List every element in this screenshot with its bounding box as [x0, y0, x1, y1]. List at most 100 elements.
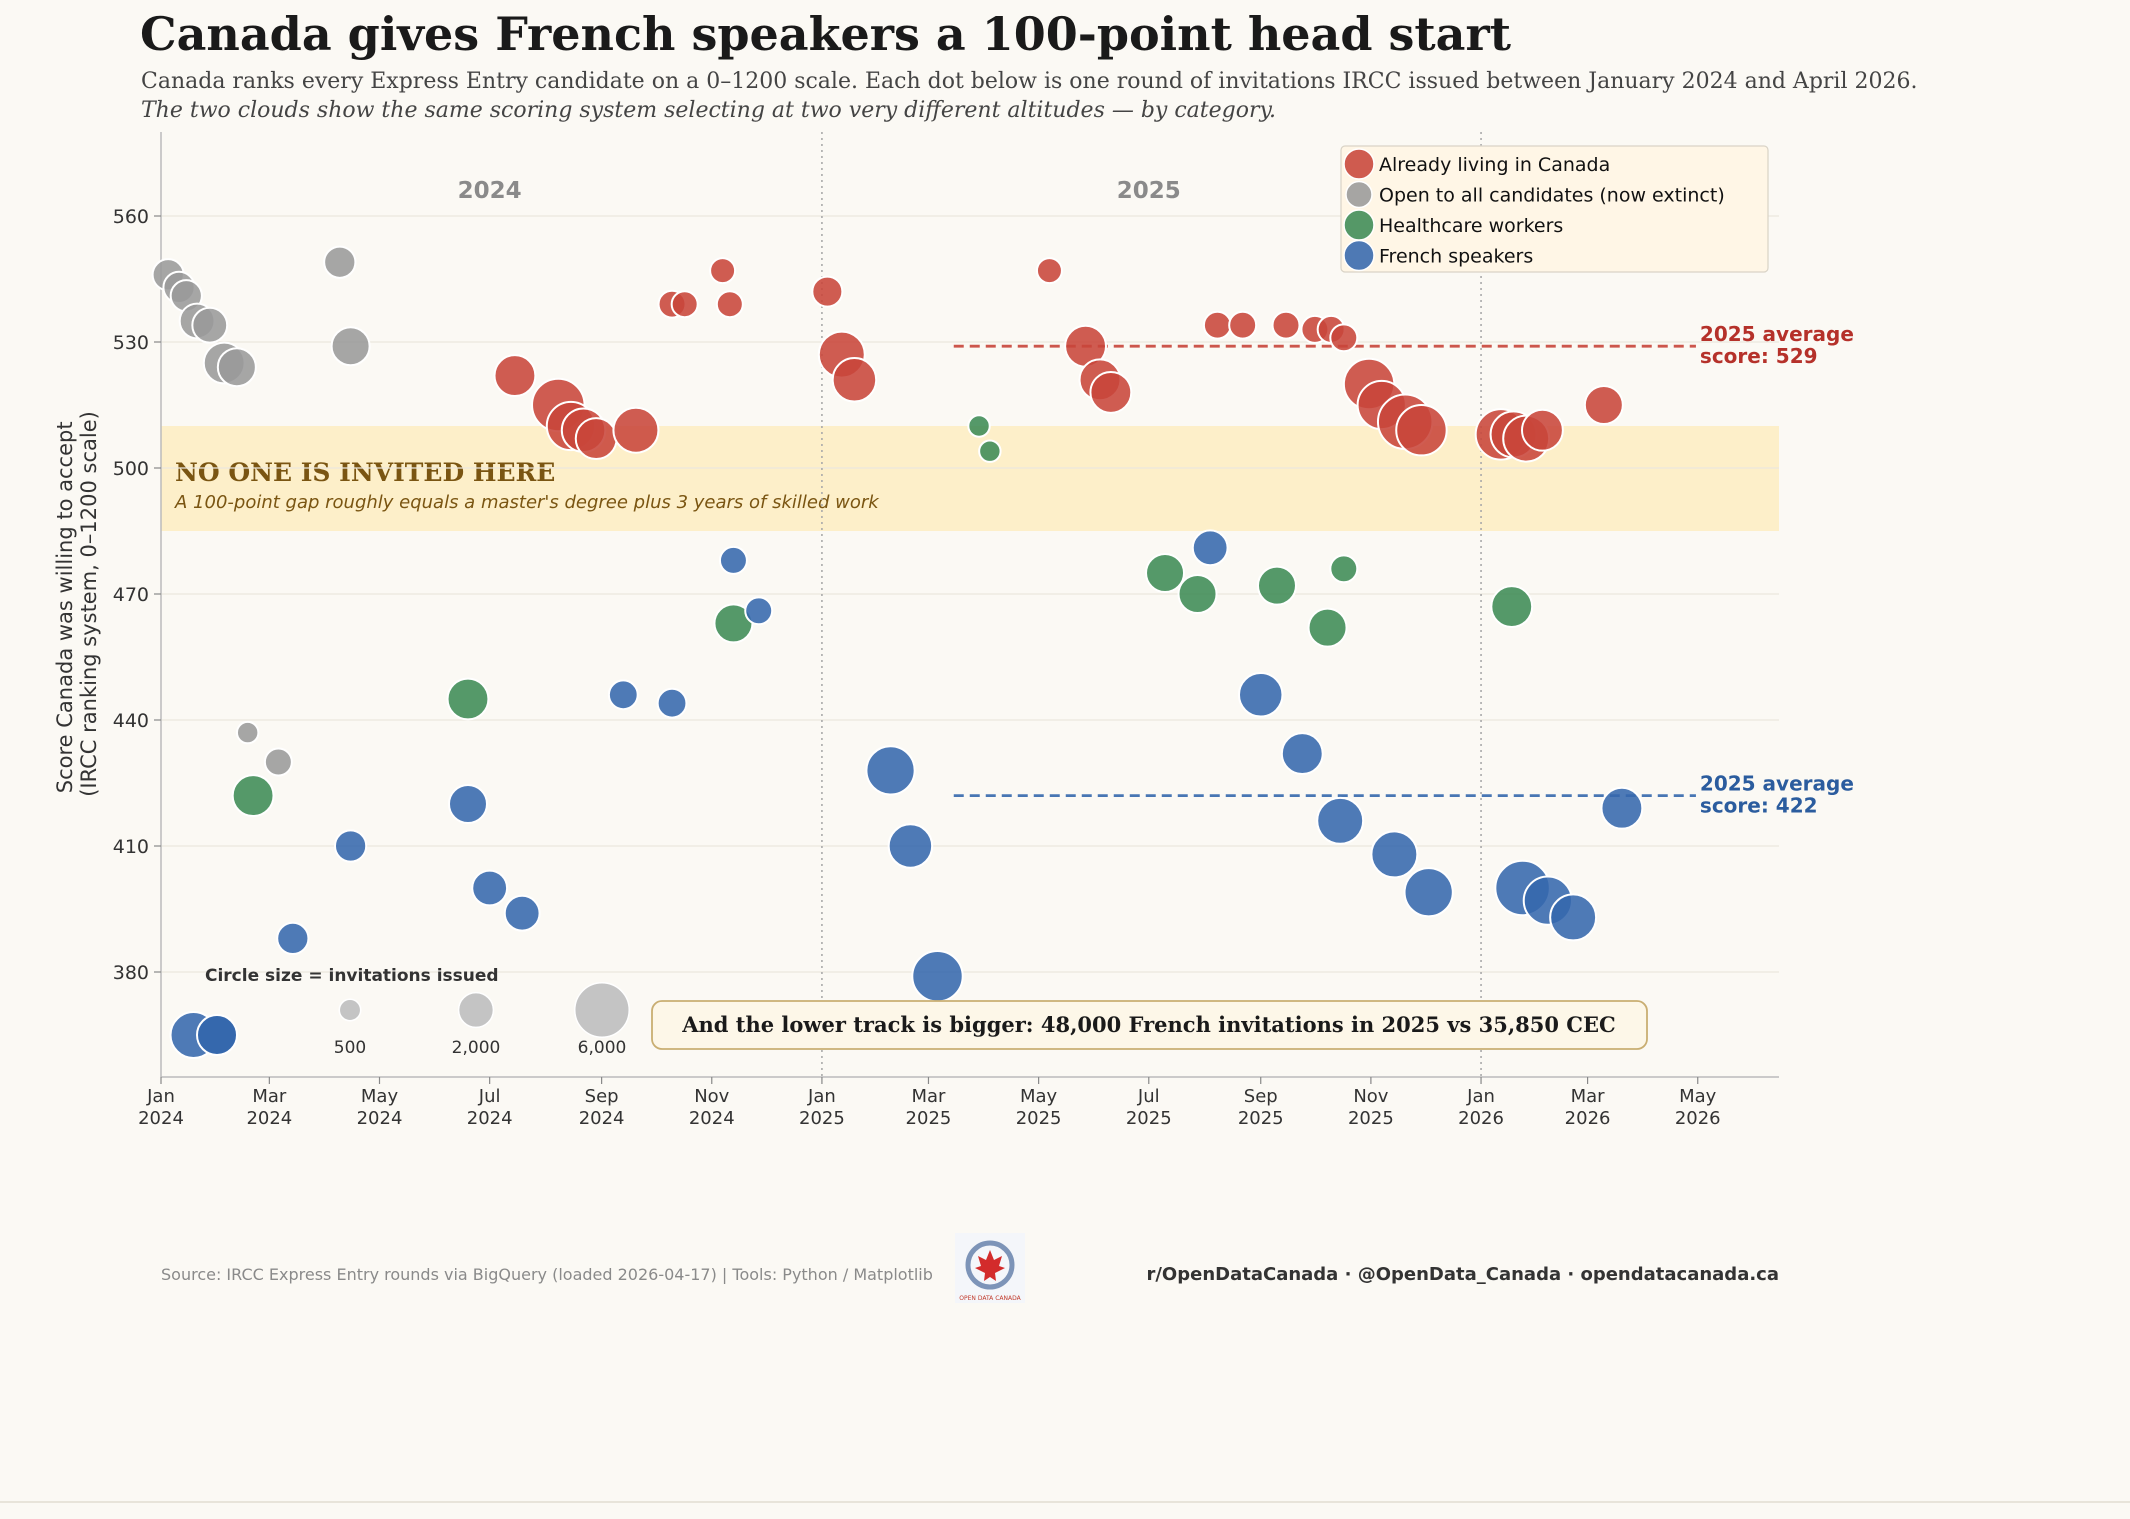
- data-point: [471, 869, 509, 907]
- data-point: [718, 545, 748, 575]
- series-french: [169, 529, 1644, 1059]
- size-legend-title: Circle size = invitations issued: [205, 966, 499, 986]
- average-label: 2025 average score: 529: [1700, 322, 1854, 368]
- size-legend-dot: [338, 998, 362, 1022]
- y-tick-label: 440: [113, 710, 149, 732]
- legend-marker: [1343, 239, 1375, 272]
- y-tick-label: 380: [113, 962, 149, 984]
- x-tick-label: Jul 2024: [467, 1086, 513, 1129]
- axes: [160, 132, 1779, 1078]
- legend-label: Open to all candidates (now extinct): [1379, 185, 1725, 207]
- data-point: [330, 326, 371, 367]
- data-point: [1370, 830, 1419, 879]
- data-point: [1280, 732, 1324, 776]
- data-point: [1202, 310, 1232, 340]
- x-tick-label: May 2024: [357, 1086, 403, 1129]
- y-axis-label-line2: (IRCC ranking system, 0–1200 scale): [77, 411, 101, 797]
- year-dividers: [821, 132, 1482, 1077]
- data-point: [493, 354, 537, 398]
- x-tick-label: Nov 2024: [689, 1086, 735, 1129]
- data-point: [887, 823, 934, 869]
- data-point: [656, 687, 688, 719]
- size-legend-label: 2,000: [452, 1038, 501, 1058]
- y-tick-label: 470: [113, 584, 149, 606]
- x-tick-label: Mar 2025: [906, 1086, 952, 1129]
- x-tick-label: Jan 2024: [138, 1086, 184, 1129]
- year-labels: 2024 2025: [458, 178, 1181, 204]
- size-legend: Circle size = invitations issued 500 2,00…: [196, 966, 630, 1058]
- data-point: [715, 290, 744, 319]
- size-legend-label: 500: [334, 1038, 366, 1058]
- x-tick-label: Jan 2025: [799, 1086, 845, 1129]
- footer-source: Source: IRCC Express Entry rounds via Bi…: [161, 1265, 933, 1284]
- data-point: [231, 774, 275, 818]
- data-point: [333, 829, 368, 863]
- average-label: 2025 average score: 422: [1700, 772, 1854, 818]
- series-open: [151, 245, 371, 777]
- data-point: [612, 406, 660, 454]
- data-point: [1549, 893, 1598, 942]
- x-tick-label: Jul 2025: [1126, 1086, 1172, 1129]
- legend-label: Already living in Canada: [1379, 154, 1610, 176]
- logo-ring: [965, 1240, 1015, 1290]
- logo-caption: OPEN DATA CANADA: [959, 1295, 1021, 1302]
- x-tick-label: Sep 2025: [1238, 1086, 1284, 1129]
- chart-title: Canada gives French speakers a 100-point…: [140, 7, 1512, 61]
- data-point: [216, 347, 257, 388]
- data-point: [911, 949, 964, 1003]
- data-point: [1191, 529, 1229, 567]
- data-point: [607, 679, 639, 711]
- data-point: [574, 417, 618, 461]
- data-point: [235, 720, 260, 745]
- average-lines: 2025 average score: 529 2025 average score:…: [953, 322, 1854, 818]
- data-point: [744, 596, 774, 626]
- data-point: [967, 414, 991, 438]
- legend-frame: [1340, 145, 1769, 273]
- y-tick-label: 530: [113, 332, 149, 354]
- data-point: [446, 677, 490, 721]
- callout-text: And the lower track is bigger: 48,000 Fr…: [681, 1012, 1616, 1037]
- legend-label: French speakers: [1379, 246, 1533, 268]
- year-label: 2025: [1117, 178, 1181, 204]
- series-health: [231, 414, 1534, 818]
- legend-label: Healthcare workers: [1379, 215, 1563, 237]
- data-point: [1271, 310, 1301, 340]
- x-tick-label: Nov 2025: [1348, 1086, 1394, 1129]
- band-title: NO ONE IS INVITED HERE: [175, 458, 555, 487]
- data-point: [1521, 408, 1564, 452]
- data-point: [1307, 607, 1348, 648]
- data-point: [1256, 565, 1297, 606]
- data-point: [263, 747, 293, 777]
- chart-subtitle: Canada ranks every Express Entry candida…: [141, 69, 1917, 94]
- legend-marker: [1343, 148, 1375, 180]
- chart-subtitle-italic: The two clouds show the same scoring sys…: [141, 98, 1276, 123]
- gridlines: [161, 215, 1779, 973]
- data-point: [1403, 867, 1454, 918]
- data-point: [1177, 574, 1218, 614]
- data-point: [1600, 786, 1644, 830]
- data-point: [1329, 323, 1359, 353]
- x-tick-label: Mar 2024: [246, 1086, 292, 1129]
- data-point: [503, 894, 541, 932]
- maple-leaf-icon: [975, 1250, 1005, 1281]
- y-axis-label: Score Canada was willing to accept (IRCC…: [53, 411, 101, 797]
- x-tick-label: Mar 2026: [1565, 1086, 1611, 1129]
- x-tick-label: Jan 2026: [1458, 1086, 1504, 1129]
- size-legend-label: 6,000: [578, 1038, 627, 1058]
- size-legend-sample-dot: [196, 1014, 238, 1056]
- x-tick-label: Sep 2024: [579, 1086, 625, 1129]
- band-note: A 100-point gap roughly equals a master'…: [174, 492, 880, 513]
- data-point: [447, 784, 488, 824]
- y-tick-label: 500: [113, 458, 149, 480]
- y-tick-label: 560: [113, 206, 149, 228]
- legend: Already living in Canada Open to all cand…: [1340, 145, 1769, 273]
- data-point: [1145, 553, 1186, 593]
- year-label: 2024: [458, 178, 522, 204]
- open-data-canada-logo: OPEN DATA CANADA: [955, 1233, 1025, 1303]
- data-point: [978, 439, 1002, 463]
- data-point: [276, 921, 310, 956]
- data-point: [1228, 310, 1258, 340]
- callout-frame: [651, 1000, 1648, 1050]
- data-point: [670, 290, 699, 319]
